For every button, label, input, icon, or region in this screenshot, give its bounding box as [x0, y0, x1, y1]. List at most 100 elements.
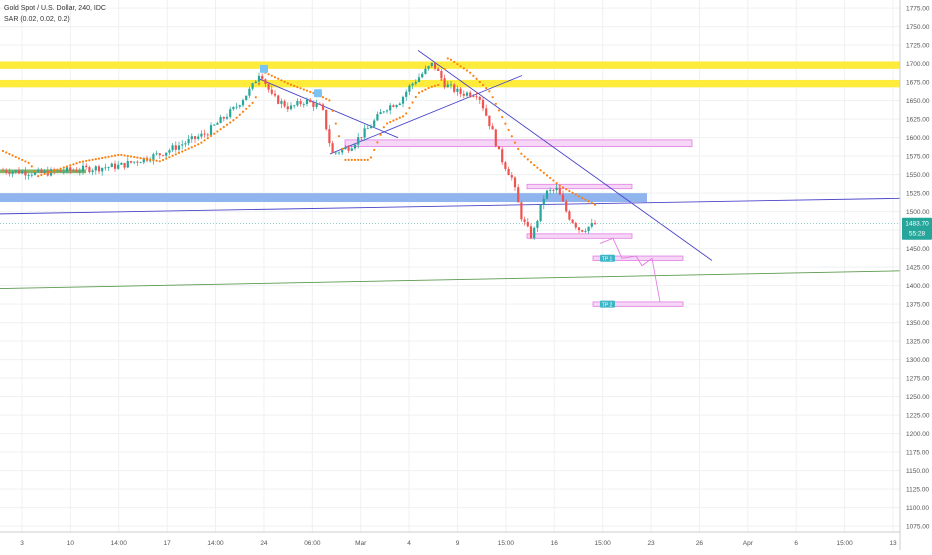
- y-tick-label: 1125.00: [906, 487, 929, 494]
- sar-dot: [545, 174, 549, 177]
- candle-body: [312, 102, 315, 107]
- trendline-1: [0, 197, 901, 215]
- candle-body: [542, 198, 545, 205]
- sar-dot: [123, 154, 126, 157]
- legend: Gold Spot / U.S. Dollar, 240, IDC SAR (0…: [4, 3, 106, 25]
- candle-body: [395, 104, 398, 107]
- candle-body: [510, 175, 513, 178]
- candle-body: [328, 129, 331, 144]
- candle-body: [78, 171, 81, 172]
- candle-body: [462, 93, 465, 96]
- candle-body: [123, 162, 126, 168]
- candle-body: [126, 161, 129, 168]
- sar-dot: [427, 86, 430, 90]
- price-badge: [902, 217, 932, 240]
- candle-body: [369, 126, 373, 129]
- candle-body: [408, 85, 411, 92]
- candle-body: [133, 161, 136, 163]
- candle-body: [392, 105, 395, 107]
- candle-body: [440, 70, 443, 79]
- x-tick-label: 15:00: [595, 540, 612, 547]
- sar-dot: [17, 157, 21, 160]
- x-tick-label: 26: [696, 540, 704, 547]
- y-tick-label: 1325.00: [906, 339, 930, 346]
- x-tick-label: 6: [794, 540, 798, 547]
- sar-dot: [107, 155, 110, 158]
- sar-dot: [424, 88, 427, 91]
- sar-dot: [280, 79, 283, 82]
- x-tick-label: 15:00: [836, 540, 853, 547]
- sar-dot: [113, 154, 117, 157]
- sar-dot: [411, 101, 414, 104]
- sar-dot: [430, 85, 433, 88]
- sar-dot: [590, 201, 593, 205]
- candle-body: [219, 117, 222, 124]
- candle-body: [385, 110, 389, 112]
- sar-dot: [398, 116, 401, 119]
- candle-body: [443, 78, 446, 88]
- sar-dot: [456, 62, 459, 66]
- candle-body: [558, 187, 561, 195]
- candle-body: [225, 116, 229, 119]
- candle-body: [411, 83, 414, 86]
- sar-dot: [491, 96, 494, 99]
- candle-body: [584, 231, 587, 232]
- candle-body: [571, 219, 574, 223]
- candle-body: [360, 137, 363, 138]
- sar-dot: [235, 116, 238, 119]
- candle-body: [91, 170, 94, 173]
- sar-dot: [56, 168, 59, 171]
- sar-dot: [462, 67, 465, 70]
- candle-body: [481, 99, 485, 109]
- candle-body: [449, 84, 453, 86]
- sar-dot: [72, 163, 75, 166]
- candle-body: [193, 136, 197, 139]
- y-tick-label: 1425.00: [906, 265, 930, 272]
- candle-body: [94, 166, 97, 171]
- x-tick-label: 16: [551, 540, 559, 547]
- candle-body: [405, 91, 408, 97]
- candle-body: [488, 115, 491, 127]
- sar-dot: [443, 67, 446, 71]
- sar-dot: [203, 139, 206, 142]
- candle-body: [11, 171, 14, 174]
- sar-dot: [21, 158, 24, 162]
- sar-dot: [33, 170, 37, 173]
- y-tick-label: 1175.00: [906, 450, 929, 457]
- sar-dot: [581, 196, 584, 200]
- candle-body: [325, 109, 328, 130]
- candle-body: [149, 160, 152, 162]
- sar-dot: [197, 143, 200, 146]
- candle-body: [187, 139, 190, 144]
- sar-dot: [174, 153, 177, 156]
- sar-dot: [277, 77, 280, 80]
- x-tick-label: 15:00: [498, 540, 515, 547]
- candle-body: [424, 68, 427, 74]
- candle-body: [337, 152, 341, 154]
- y-tick-label: 1450.00: [906, 246, 930, 253]
- candle-body: [85, 165, 88, 168]
- pink-zone: [526, 183, 633, 190]
- candle-body: [136, 161, 139, 163]
- y-tick-label: 1625.00: [906, 117, 930, 124]
- symbol-title: Gold Spot / U.S. Dollar, 240, IDC: [4, 5, 106, 12]
- sar-dot: [337, 135, 341, 138]
- sar-dot: [376, 141, 379, 144]
- pink-zone: [592, 301, 684, 307]
- candle-body: [27, 175, 30, 176]
- sar-dot: [62, 166, 65, 169]
- sar-dot: [225, 123, 229, 126]
- candle-body: [203, 133, 206, 135]
- sar-dot: [158, 160, 161, 163]
- candle-body: [331, 143, 334, 153]
- sar-dot: [325, 97, 328, 100]
- sar-dot: [65, 165, 69, 168]
- x-tick-label: 14:00: [111, 540, 128, 547]
- x-tick-label: 06:00: [304, 540, 321, 547]
- sar-dot: [494, 102, 497, 105]
- candle-body: [69, 167, 72, 171]
- candle-body: [552, 190, 555, 191]
- sar-dot: [555, 181, 558, 185]
